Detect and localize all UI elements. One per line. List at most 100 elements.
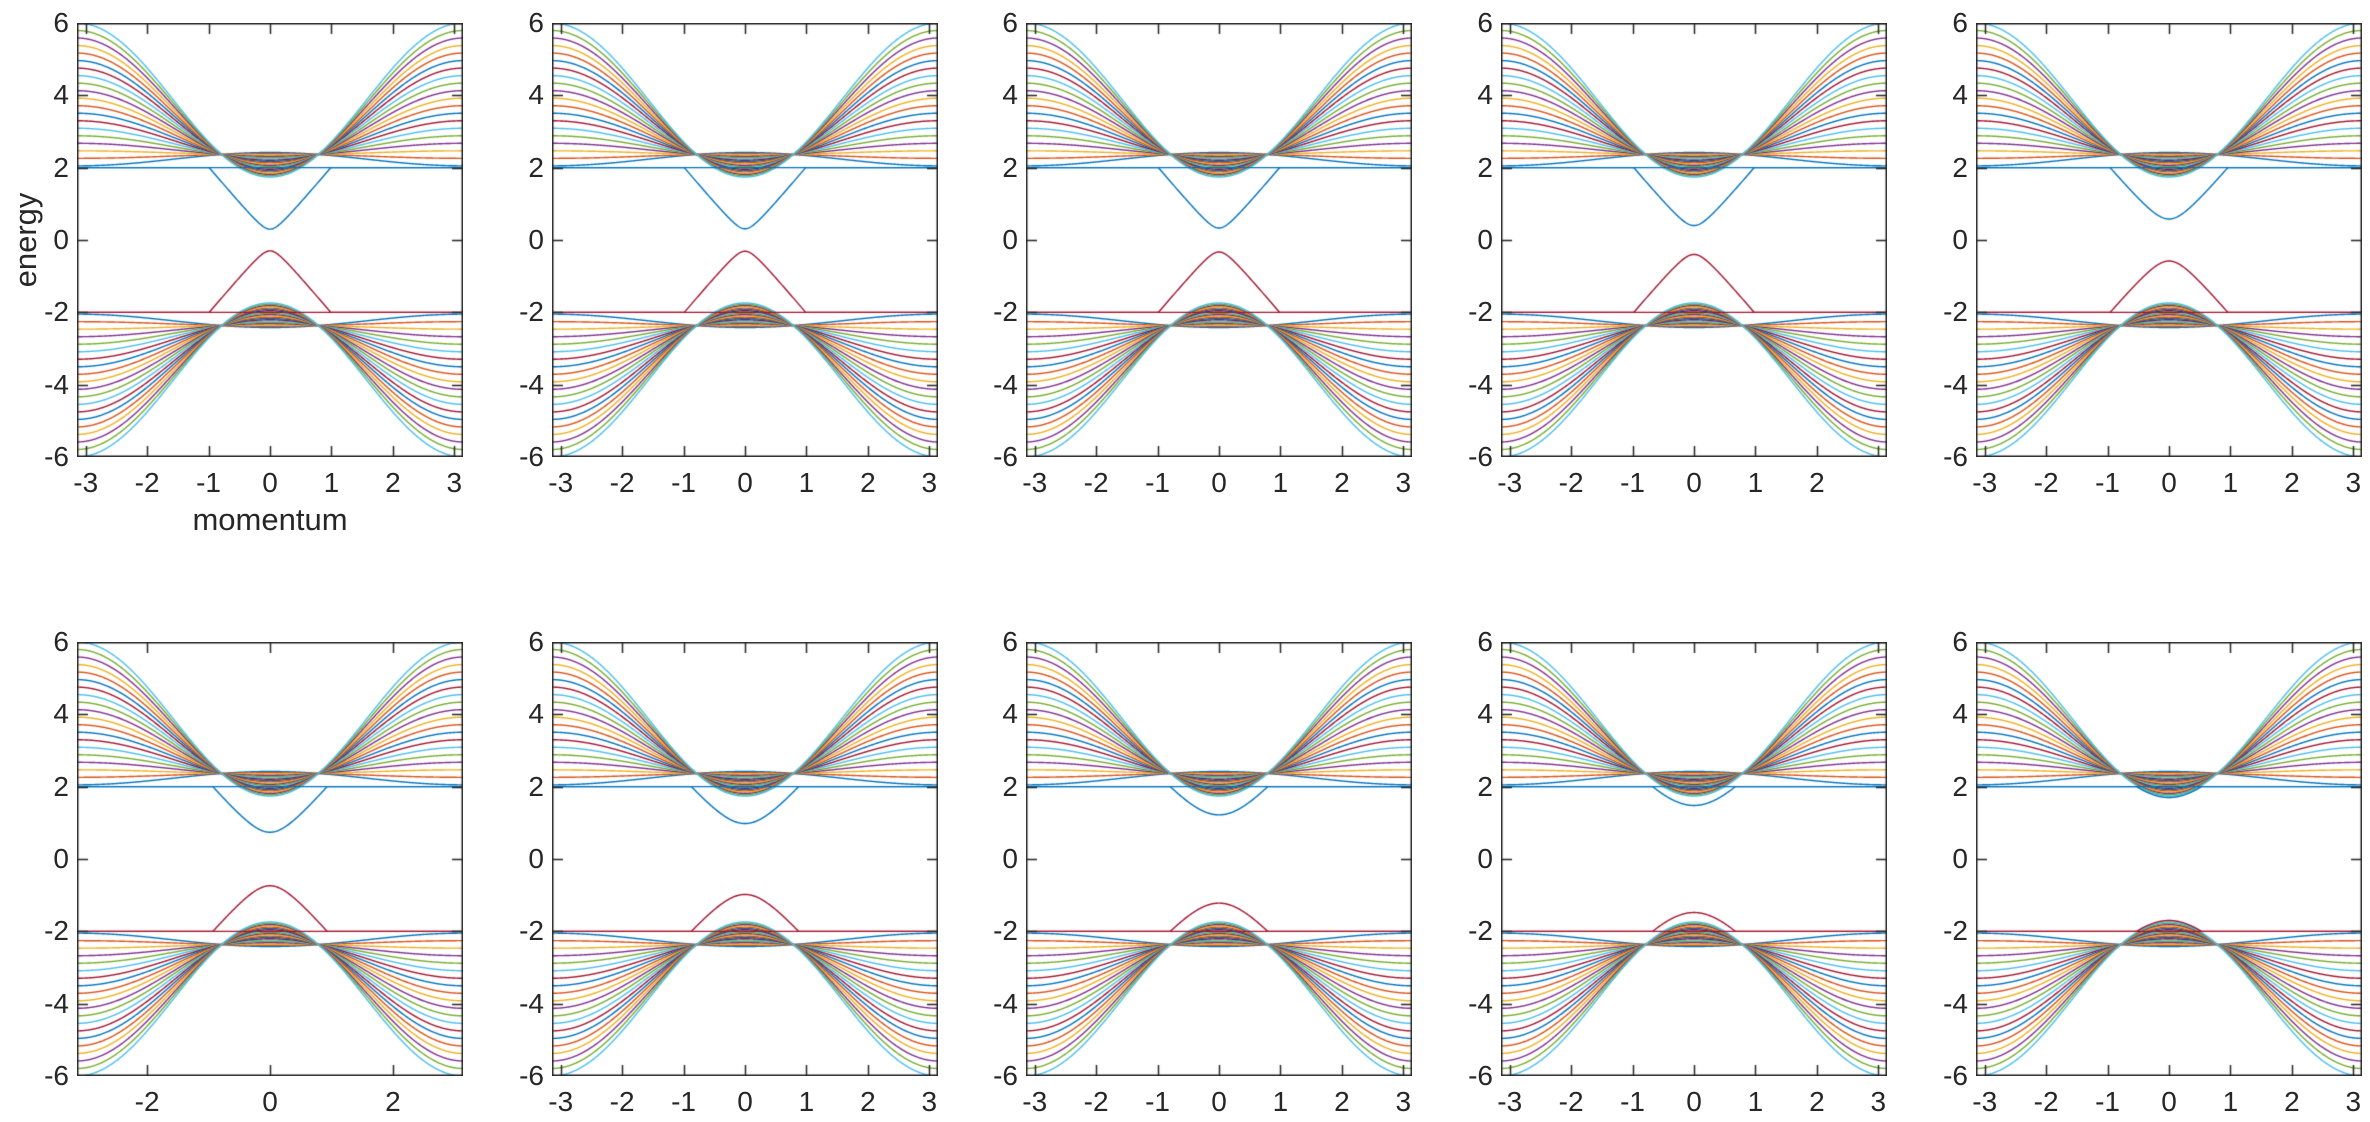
y-tick-label: 2 — [1477, 151, 1493, 183]
subplot-1-1: 6 4 2 0 -2 -4 -6 -3 -2 -1 0 1 2 3 — [44, 8, 463, 498]
y-tick-label: 4 — [528, 698, 544, 730]
x-tick-label: -2 — [609, 467, 635, 498]
y-tick-label: 6 — [528, 7, 544, 38]
x-tick-label: 2 — [385, 1086, 401, 1117]
x-tick-label: 3 — [1870, 1086, 1887, 1117]
y-tick-label: 2 — [1952, 151, 1968, 183]
x-tick-label: -1 — [2095, 1086, 2121, 1117]
y-tick-label: 2 — [53, 151, 69, 183]
y-tick-label: 0 — [528, 843, 544, 874]
y-tick-label: -6 — [44, 441, 69, 472]
x-tick-label: -2 — [609, 1086, 635, 1117]
x-tick-label: 3 — [446, 467, 463, 498]
subplot-1-5: 6 4 2 0 -2 -4 -6 -3 -2 -1 0 1 2 3 — [1943, 8, 2362, 498]
y-tick-label: 0 — [53, 843, 69, 874]
y-tick-label: 6 — [1002, 7, 1018, 38]
y-tick-label: -4 — [993, 368, 1018, 400]
band-structure-plot-area — [1976, 23, 2362, 457]
x-tick-label: -1 — [671, 1086, 697, 1117]
y-tick-label: 0 — [528, 224, 544, 255]
y-tick-label: -4 — [993, 987, 1018, 1019]
x-tick-label: 2 — [860, 467, 876, 498]
y-tick-label: 0 — [1002, 224, 1018, 255]
y-tick-label: -6 — [1943, 441, 1968, 472]
band-structure-plot-area — [77, 23, 463, 457]
x-tick-label: 2 — [860, 1086, 876, 1117]
y-tick-label: 4 — [53, 698, 69, 730]
x-tick-label: 0 — [737, 467, 753, 498]
x-tick-label: 1 — [2222, 467, 2239, 498]
band-structure-plot-area — [1976, 642, 2362, 1076]
y-tick-label: 4 — [1477, 698, 1493, 730]
y-tick-label: 0 — [1952, 224, 1968, 255]
y-tick-label: 0 — [1952, 843, 1968, 874]
x-tick-label: -1 — [1620, 467, 1646, 498]
band-structure-plot-area — [552, 23, 938, 457]
x-tick-label: 0 — [1211, 1086, 1227, 1117]
subplot-2-5: 6 4 2 0 -2 -4 -6 -3 -2 -1 0 1 2 3 — [1943, 627, 2362, 1117]
subplot-2-3: 6 4 2 0 -2 -4 -6 -3 -2 -1 0 1 2 3 — [993, 627, 1412, 1117]
x-tick-label: 2 — [1809, 1086, 1825, 1117]
y-tick-label: -2 — [1468, 915, 1493, 947]
x-tick-label: -2 — [2033, 1086, 2059, 1117]
y-tick-label: -2 — [519, 296, 544, 328]
y-tick-label: -6 — [519, 441, 544, 472]
x-tick-label: -3 — [1022, 1086, 1048, 1117]
y-tick-label: 4 — [528, 79, 544, 111]
x-tick-label: -3 — [1497, 467, 1523, 498]
x-tick-label: -1 — [1145, 1086, 1171, 1117]
x-tick-label: -2 — [134, 1086, 160, 1117]
x-tick-label: 2 — [1809, 467, 1825, 498]
x-tick-label: 0 — [262, 467, 278, 498]
y-tick-label: 6 — [1477, 7, 1493, 38]
x-tick-label: 0 — [737, 1086, 753, 1117]
y-tick-label: 6 — [53, 626, 69, 657]
x-tick-label: 1 — [1747, 1086, 1764, 1117]
y-tick-label: 2 — [1002, 151, 1018, 183]
x-tick-label: 3 — [1395, 1086, 1412, 1117]
x-tick-label: 0 — [1211, 467, 1227, 498]
y-tick-label: 0 — [53, 224, 69, 255]
y-tick-label: 2 — [1952, 770, 1968, 802]
band-structure-plot-area — [77, 642, 463, 1076]
x-tick-label: 2 — [2284, 1086, 2300, 1117]
subplot-1-3: 6 4 2 0 -2 -4 -6 -3 -2 -1 0 1 2 3 — [993, 8, 1412, 498]
x-tick-label: 1 — [323, 467, 340, 498]
y-tick-label: 6 — [53, 7, 69, 38]
subplot-2-2: 6 4 2 0 -2 -4 -6 -3 -2 -1 0 1 2 3 — [519, 627, 938, 1117]
x-tick-label: 1 — [1272, 467, 1289, 498]
y-tick-label: 6 — [1002, 626, 1018, 657]
x-tick-label: -1 — [2095, 467, 2121, 498]
x-tick-label: -3 — [548, 1086, 574, 1117]
x-tick-label: -3 — [73, 467, 99, 498]
y-tick-label: 6 — [1477, 626, 1493, 657]
y-tick-label: -2 — [1468, 296, 1493, 328]
y-tick-label: 2 — [528, 151, 544, 183]
subplot-2-4: 6 4 2 0 -2 -4 -6 -3 -2 -1 0 1 2 3 — [1468, 627, 1887, 1117]
x-tick-label: -1 — [1620, 1086, 1646, 1117]
y-tick-label: 4 — [1002, 79, 1018, 111]
y-tick-label: -4 — [519, 368, 544, 400]
x-tick-label: 1 — [2222, 1086, 2239, 1117]
y-tick-label: 0 — [1477, 843, 1493, 874]
y-tick-label: 2 — [528, 770, 544, 802]
y-tick-label: -4 — [1943, 987, 1968, 1019]
y-tick-label: 2 — [1477, 770, 1493, 802]
x-tick-label: 1 — [798, 467, 815, 498]
y-tick-label: -6 — [993, 1060, 1018, 1091]
x-tick-label: -3 — [1497, 1086, 1523, 1117]
y-tick-label: 0 — [1477, 224, 1493, 255]
y-tick-label: 6 — [1952, 626, 1968, 657]
y-tick-label: 4 — [1952, 698, 1968, 730]
x-tick-label: 1 — [798, 1086, 815, 1117]
y-tick-label: -4 — [44, 987, 69, 1019]
y-tick-label: 4 — [1477, 79, 1493, 111]
y-tick-label: 0 — [1002, 843, 1018, 874]
y-tick-label: -6 — [44, 1060, 69, 1091]
y-tick-label: 4 — [1002, 698, 1018, 730]
x-tick-label: -3 — [1022, 467, 1048, 498]
y-tick-label: -6 — [1468, 1060, 1493, 1091]
x-tick-label: -3 — [1972, 1086, 1998, 1117]
y-tick-label: -2 — [1943, 296, 1968, 328]
